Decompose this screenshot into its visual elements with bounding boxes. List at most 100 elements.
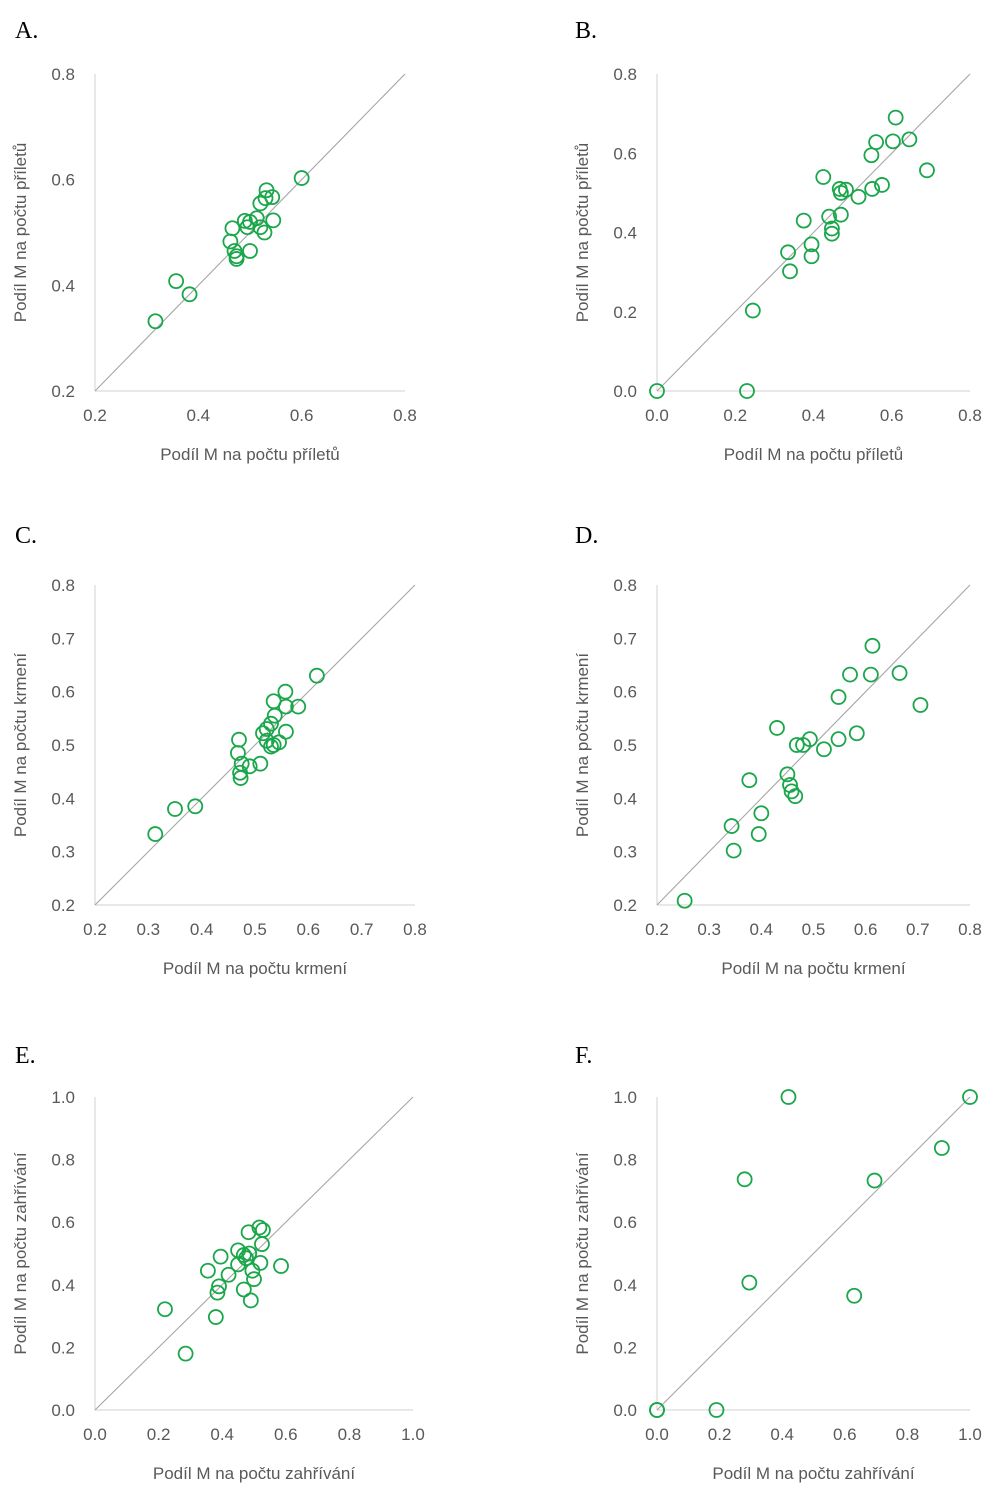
data-point <box>795 737 811 753</box>
x-axis-title: Podíl M na počtu příletů <box>160 445 340 464</box>
y-tick-label: 0.0 <box>613 382 637 401</box>
y-axis-title: Podíl M na počtu zahřívání <box>11 1152 30 1355</box>
data-point <box>240 1224 257 1241</box>
data-point <box>248 210 265 227</box>
x-tick-label: 0.7 <box>906 920 930 939</box>
y-tick-label: 0.8 <box>51 576 75 595</box>
x-tick-label: 0.5 <box>802 920 826 939</box>
data-point <box>265 737 282 753</box>
y-tick-label: 0.3 <box>51 843 75 862</box>
data-point <box>263 738 279 755</box>
data-point <box>919 162 935 179</box>
data-point <box>750 826 767 842</box>
data-point <box>232 764 248 781</box>
identity-line <box>94 73 406 392</box>
data-point <box>222 233 239 250</box>
identity-line <box>94 1096 414 1411</box>
data-point <box>901 131 918 148</box>
x-tick-label: 0.4 <box>802 406 826 425</box>
data-point <box>230 1256 247 1273</box>
data-point <box>848 725 865 742</box>
y-tick-label: 0.8 <box>51 1151 75 1170</box>
identity-line <box>656 73 971 392</box>
scatter-panel-1: A. 0.2 0.4 0.6 0.8 0.2 0.4 0.6 0.8 Podíl M na poč… <box>11 18 417 464</box>
y-tick-label: 0.4 <box>613 789 637 808</box>
x-axis-title: Podíl M na počtu zahřívání <box>153 1464 356 1483</box>
x-tick-label: 0.4 <box>210 1425 234 1444</box>
data-point <box>744 302 761 319</box>
y-tick-label: 0.3 <box>613 843 637 862</box>
data-point <box>741 1274 758 1291</box>
y-tick-label: 0.4 <box>51 276 75 295</box>
y-tick-label: 0.4 <box>613 1276 637 1295</box>
data-point <box>830 689 847 705</box>
data-point <box>864 181 881 197</box>
y-axis-title: Podíl M na počtu příletů <box>573 143 592 323</box>
y-tick-label: 1.0 <box>51 1088 75 1107</box>
data-point <box>741 772 758 789</box>
y-tick-label: 0.6 <box>613 144 637 163</box>
data-point <box>874 177 890 193</box>
panel-label: B. <box>575 18 597 44</box>
y-tick-label: 0.2 <box>51 1338 75 1357</box>
data-point <box>723 818 740 834</box>
x-tick-label: 0.4 <box>770 1425 794 1444</box>
y-tick-label: 0.0 <box>613 1401 637 1420</box>
y-tick-label: 0.8 <box>613 1151 637 1170</box>
y-tick-label: 0.6 <box>613 1213 637 1232</box>
data-point <box>157 1301 173 1318</box>
data-point <box>209 1284 226 1301</box>
scatter-panel-4: D. 0.2 0.3 0.4 0.5 0.6 0.7 0.8 0.2 0.3 0.4 0.5 0.6 0.… <box>573 523 982 978</box>
data-point <box>230 745 246 761</box>
data-point <box>887 109 904 126</box>
data-point <box>207 1309 224 1325</box>
scatter-panel-5: E. 0.0 0.2 0.4 0.6 0.8 1.0 0.0 0.2 0.4 0.6 0.8 1.0 Po… <box>11 1043 425 1483</box>
data-point <box>962 1089 978 1105</box>
y-tick-label: 0.2 <box>613 1338 637 1357</box>
y-tick-label: 0.6 <box>613 683 637 702</box>
data-point <box>832 206 849 223</box>
x-tick-label: 0.6 <box>297 920 321 939</box>
x-axis-title: Podíl M na počtu krmení <box>721 959 906 978</box>
data-point <box>783 783 800 800</box>
x-axis-title: Podíl M na počtu krmení <box>163 959 348 978</box>
data-point <box>231 731 247 748</box>
data-point <box>779 766 796 783</box>
data-point <box>912 697 929 713</box>
x-tick-label: 0.0 <box>645 1425 669 1444</box>
data-point <box>147 313 164 330</box>
x-tick-label: 0.8 <box>393 406 417 425</box>
panel-label: E. <box>15 1043 36 1069</box>
x-tick-label: 0.2 <box>723 406 747 425</box>
data-point <box>252 1254 269 1271</box>
identity-line <box>656 1096 971 1411</box>
y-tick-label: 0.4 <box>613 224 637 243</box>
x-tick-label: 0.6 <box>274 1425 298 1444</box>
panel-label: D. <box>575 523 598 549</box>
data-point <box>252 219 269 236</box>
x-tick-label: 0.0 <box>83 1425 107 1444</box>
data-point <box>264 189 281 206</box>
x-tick-label: 0.0 <box>645 406 669 425</box>
x-tick-label: 0.2 <box>147 1425 171 1444</box>
data-point <box>278 698 294 715</box>
data-point <box>246 1271 262 1288</box>
scatter-panel-3: C. 0.2 0.3 0.4 0.5 0.6 0.7 0.8 0.2 0.3 0.4 0.5 0.6 0.… <box>11 523 427 978</box>
data-point <box>224 220 241 237</box>
x-tick-label: 0.3 <box>137 920 161 939</box>
y-tick-label: 0.2 <box>51 896 75 915</box>
panel-label: A. <box>15 18 38 44</box>
data-point <box>167 801 183 817</box>
x-tick-label: 0.6 <box>290 406 314 425</box>
x-tick-label: 0.6 <box>833 1425 857 1444</box>
data-point <box>816 741 832 758</box>
data-point <box>235 1281 252 1298</box>
data-point <box>265 212 282 229</box>
x-tick-label: 0.2 <box>83 920 107 939</box>
y-tick-label: 0.7 <box>51 629 75 648</box>
y-axis-title: Podíl M na počtu zahřívání <box>573 1152 592 1355</box>
y-tick-label: 0.4 <box>51 1276 75 1295</box>
x-tick-label: 0.5 <box>243 920 267 939</box>
data-point <box>736 1171 753 1188</box>
